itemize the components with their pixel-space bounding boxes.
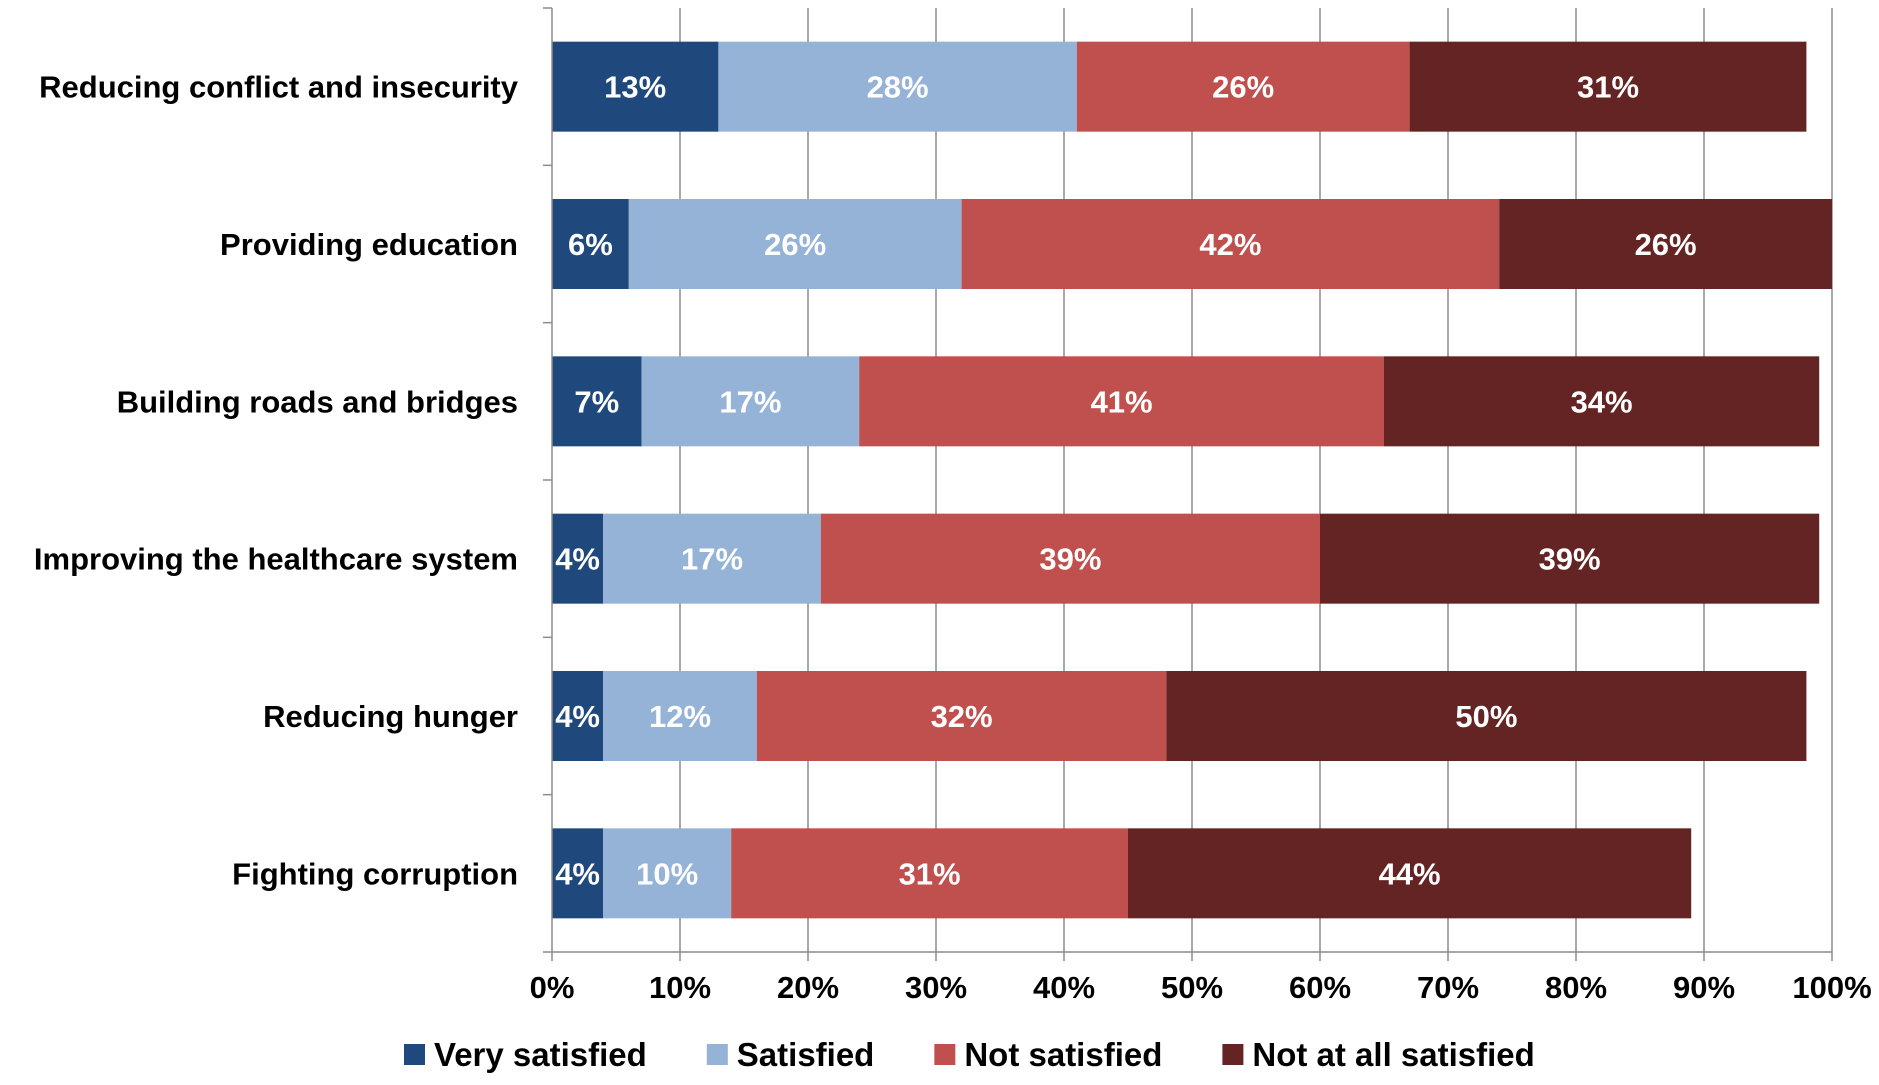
bar-segment-not-satisfied bbox=[961, 199, 1500, 289]
axes bbox=[543, 7, 1833, 961]
data-label: 6% bbox=[568, 227, 613, 262]
data-label: 17% bbox=[719, 384, 781, 419]
category-label: Fighting corruption bbox=[232, 856, 518, 891]
bar-segment-satisfied bbox=[603, 513, 821, 604]
data-label: 4% bbox=[555, 856, 600, 891]
data-label: 17% bbox=[681, 542, 743, 577]
bar-segment-very-satisfied bbox=[552, 199, 629, 289]
bar-segment-very-satisfied bbox=[552, 356, 642, 447]
x-tick-label: 20% bbox=[777, 970, 839, 1005]
bar-segment-not-at-all-satisfied bbox=[1409, 41, 1807, 132]
x-tick-label: 70% bbox=[1417, 970, 1479, 1005]
x-tick-label: 80% bbox=[1545, 970, 1607, 1005]
bar-segment-not-at-all-satisfied bbox=[1384, 356, 1820, 447]
legend: Very satisfied Satisfied Not satisfied Not … bbox=[404, 1036, 1535, 1073]
legend-swatch-not-at-all-satisfied bbox=[1222, 1044, 1244, 1065]
data-label: 13% bbox=[604, 70, 666, 105]
legend-label: Not at all satisfied bbox=[1252, 1036, 1534, 1073]
category-label: Improving the healthcare system bbox=[34, 542, 518, 577]
x-tick-label: 100% bbox=[1792, 970, 1871, 1005]
data-label: 7% bbox=[574, 384, 619, 419]
data-label: 26% bbox=[1212, 70, 1274, 105]
x-tick-label: 90% bbox=[1673, 970, 1735, 1005]
x-tick-label: 50% bbox=[1161, 970, 1223, 1005]
bar-segment-satisfied bbox=[718, 41, 1077, 132]
bar-segment-very-satisfied bbox=[552, 828, 604, 919]
data-label: 42% bbox=[1199, 227, 1261, 262]
data-label: 28% bbox=[867, 70, 929, 105]
bar-segment-not-at-all-satisfied bbox=[1128, 828, 1692, 919]
data-label: 41% bbox=[1091, 384, 1153, 419]
data-label: 31% bbox=[899, 856, 961, 891]
category-label: Building roads and bridges bbox=[117, 384, 518, 419]
bar-segment-satisfied bbox=[641, 356, 860, 447]
x-tick-label: 40% bbox=[1033, 970, 1095, 1005]
x-tick-label: 60% bbox=[1289, 970, 1351, 1005]
legend-label: Satisfied bbox=[737, 1036, 875, 1073]
bar-segment-very-satisfied bbox=[552, 41, 719, 132]
category-labels: Reducing conflict and insecurity Providin… bbox=[34, 70, 519, 892]
legend-swatch-very-satisfied bbox=[404, 1044, 425, 1065]
data-label: 39% bbox=[1039, 542, 1101, 577]
data-label: 44% bbox=[1379, 856, 1441, 891]
data-label: 31% bbox=[1577, 70, 1639, 105]
data-label: 26% bbox=[1635, 227, 1697, 262]
legend-label: Very satisfied bbox=[434, 1036, 647, 1073]
bar-segment-not-satisfied bbox=[731, 828, 1128, 919]
category-label: Reducing hunger bbox=[263, 699, 518, 734]
data-label: 4% bbox=[555, 542, 600, 577]
bars: 13% 28% 26% 31% 6% 26% 42% 26% 7% 17% 41% 34% 4% 17% 3… bbox=[552, 41, 1832, 919]
bar-segment-satisfied bbox=[603, 828, 732, 919]
x-tick-labels: 0% 10% 20% 30% 40% 50% 60% 70% 80% 90% 100% bbox=[530, 970, 1872, 1005]
bar-segment-not-satisfied bbox=[820, 513, 1320, 604]
data-label: 32% bbox=[931, 699, 993, 734]
x-tick-label: 10% bbox=[649, 970, 711, 1005]
bar-segment-not-satisfied bbox=[756, 671, 1167, 761]
bar-segment-not-satisfied bbox=[1076, 41, 1410, 132]
category-label: Providing education bbox=[220, 227, 518, 262]
data-label: 4% bbox=[555, 699, 600, 734]
bar-segment-satisfied bbox=[603, 671, 757, 761]
bar-segment-very-satisfied bbox=[552, 513, 604, 604]
bar-segment-very-satisfied bbox=[552, 671, 604, 761]
legend-swatch-not-satisfied bbox=[934, 1044, 956, 1065]
x-tick-label: 0% bbox=[530, 970, 575, 1005]
data-label: 10% bbox=[636, 856, 698, 891]
x-tick-label: 30% bbox=[905, 970, 967, 1005]
data-label: 26% bbox=[764, 227, 826, 262]
legend-swatch-satisfied bbox=[706, 1044, 728, 1065]
data-label: 34% bbox=[1571, 384, 1633, 419]
legend-label: Not satisfied bbox=[964, 1036, 1162, 1073]
data-label: 12% bbox=[649, 699, 711, 734]
gridlines bbox=[679, 8, 1833, 952]
category-label: Reducing conflict and insecurity bbox=[39, 70, 519, 105]
bar-segment-not-satisfied bbox=[859, 356, 1384, 447]
bar-segment-satisfied bbox=[628, 199, 962, 289]
bar-segment-not-at-all-satisfied bbox=[1499, 199, 1832, 289]
bar-segment-not-at-all-satisfied bbox=[1320, 513, 1820, 604]
bar-segment-not-at-all-satisfied bbox=[1166, 671, 1807, 761]
data-label: 39% bbox=[1539, 542, 1601, 577]
data-label: 50% bbox=[1455, 699, 1517, 734]
